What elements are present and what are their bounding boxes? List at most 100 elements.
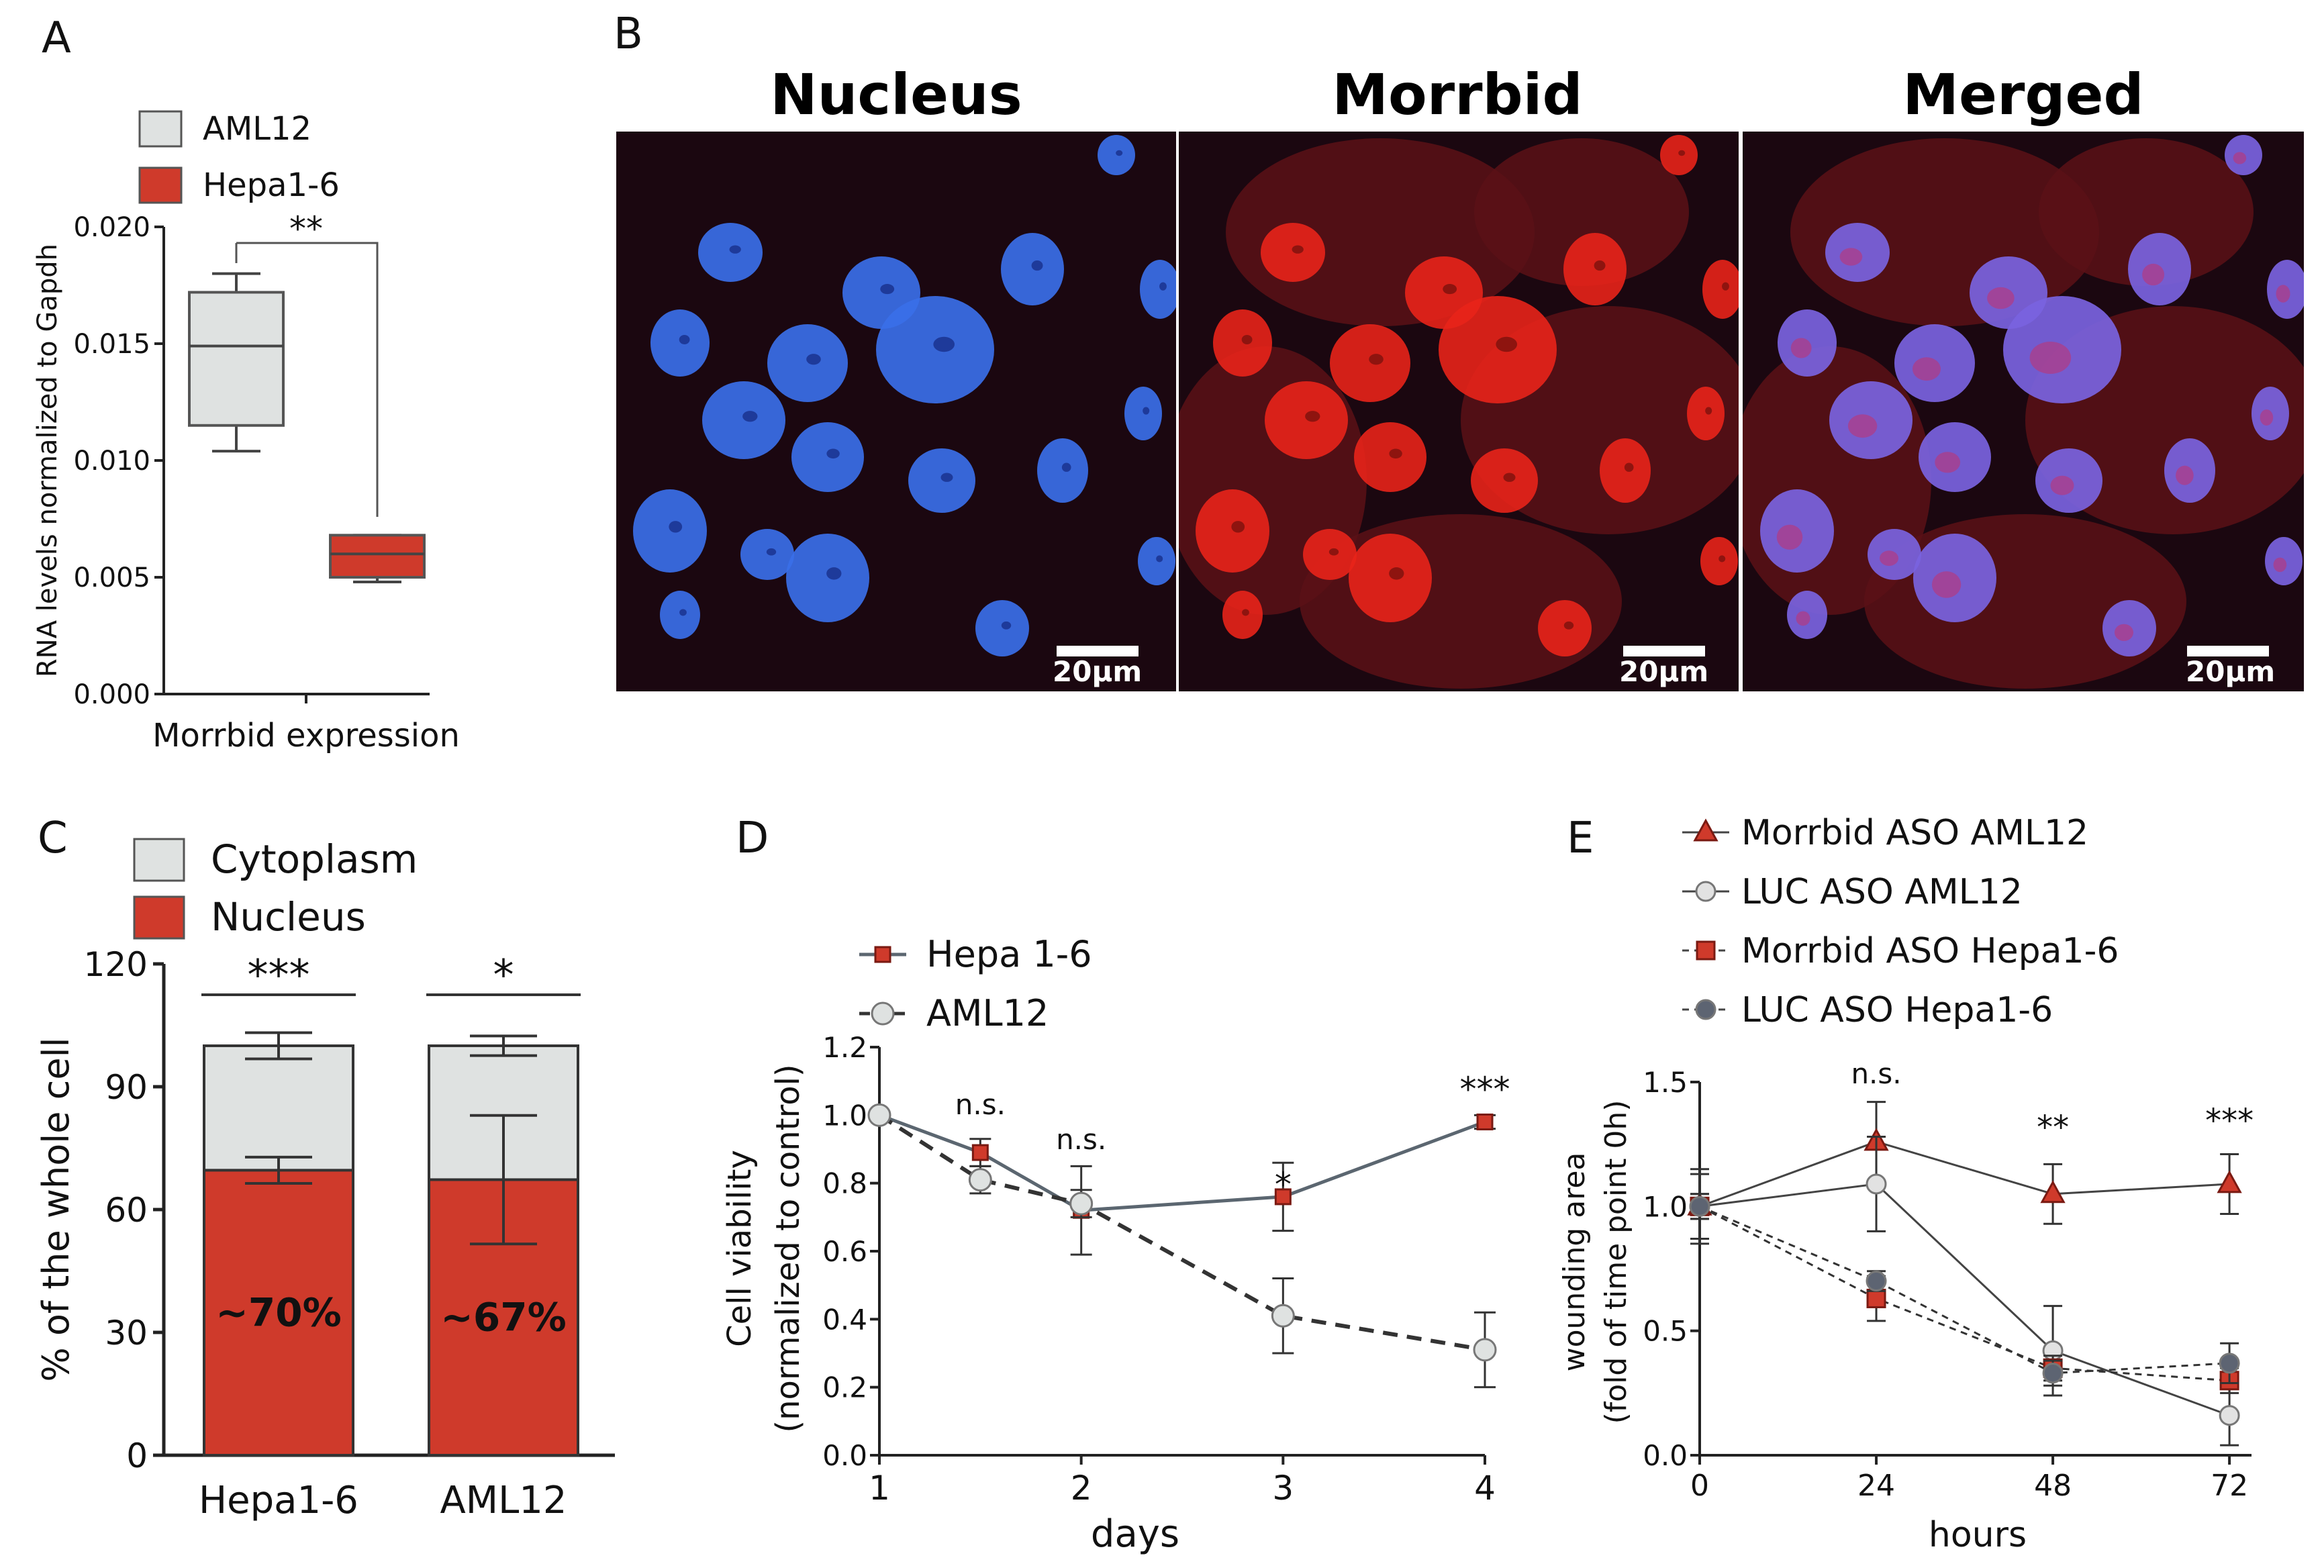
panel-d-x-tick-label: 2 [1071,1469,1092,1508]
panel-d-point [1476,1113,1494,1130]
panel-e-legend-label: LUC ASO AML12 [1741,872,2023,912]
nucleolus [933,336,955,352]
panel-a-significance: ** [289,209,323,248]
panel-e-annotation: n.s. [1851,1057,1901,1090]
nucleolus [826,567,842,580]
nucleolus [1159,282,1167,291]
panel-e-y-axis-label-2: (fold of time point 0h) [1599,1100,1633,1424]
morrbid-cell [1702,260,1739,319]
nucleus-cell [702,381,785,459]
nucleus-cell [660,591,700,639]
morrbid-nucleolus [1389,567,1404,580]
nucleolus [826,448,840,459]
nucleolus [880,284,895,295]
scale-bar-morrbid [1623,646,1705,656]
panel-d-series-line [879,1113,1486,1212]
panel-letter-a: A [42,13,71,63]
nucleolus [679,335,690,344]
panel-d-legend-label: AML12 [926,992,1049,1034]
panel-e-point [1866,1288,1886,1308]
morrbid-cell [1439,296,1557,403]
nucleolus [806,354,821,365]
nucleus-cell [786,534,869,622]
nucleolus [1031,260,1043,271]
panel-d-y-axis-label-2: (normalized to control) [769,1064,807,1432]
panel-letter-c: C [38,814,68,863]
morrbid-nucleolus [1722,282,1729,291]
scale-bar-nucleus [1057,646,1139,656]
morrbid-nucleolus [1231,521,1245,533]
panel-c-bar-label: ~67% [440,1295,566,1340]
panel-d-point [1069,1191,1094,1216]
nucleolus [1061,462,1071,472]
nucleus-cell [1138,537,1175,585]
nucleus-cell [1124,387,1162,440]
panel-a-y-tick-label: 0.020 [73,212,150,243]
morrbid-cell [1213,309,1272,377]
morrbid-nucleolus [1503,473,1516,482]
panel-d-annotation: n.s. [955,1088,1006,1121]
merged-overlap [2276,285,2290,303]
nucleus-cell [1001,233,1064,305]
panel-e-series-line [1699,1205,2230,1375]
merged-overlap [1790,338,1812,358]
morrbid-cell [1330,324,1410,402]
merged-overlap [1931,571,1962,598]
panel-letter-e: E [1567,814,1594,863]
panel-a-y-tick-label: 0.000 [73,679,150,710]
nucleus-cell [650,309,710,377]
panel-d-annotation: * [1275,1165,1292,1204]
panel-d-y-tick-label: 0.4 [822,1303,867,1336]
nucleus-cell [1037,438,1088,503]
panel-a-y-tick-label: 0.010 [73,446,150,477]
panel-e-point [1689,1195,1710,1217]
nucleus-cell [975,600,1029,656]
panel-e-x-axis-label: hours [1929,1515,2027,1555]
micrograph-svg [1179,135,1739,689]
panel-e-legend-label: Morrbid ASO Hepa1-6 [1741,931,2119,971]
morrbid-cell [1687,387,1725,440]
panel-d-y-axis-label: Cell viability [721,1150,759,1347]
panel-d-point [1271,1304,1295,1328]
panel-c-bar-nucleus [203,1169,354,1457]
nucleolus [1143,407,1150,415]
morrbid-cell [1563,233,1627,305]
panel-c-legend-swatch [133,895,185,940]
merged-overlap [2050,475,2074,495]
panel-e-x-tick-label: 48 [2034,1469,2072,1503]
panel-e-legend-marker [1696,940,1716,961]
nucleus-cell [1140,260,1176,319]
morrbid-cell [1354,422,1426,492]
micro-title-merged: Merged [1902,62,2144,128]
panel-c-x-tick-label: Hepa1-6 [199,1479,358,1522]
panel-d-point [968,1168,992,1192]
panel-a-chart: 0.000 0.005 0.010 0.015 0.020 RNA levels norm… [32,110,460,754]
panel-e-point [2040,1180,2066,1204]
scale-label-morrbid: 20µm [1619,655,1709,688]
panel-d-chart: 0.0 0.2 0.4 0.6 0.8 1.0 1.2 1 2 3 4 days Cell viabil… [721,933,1510,1556]
panel-a-legend-swatch [138,110,183,148]
panel-d-x-tick-label: 3 [1272,1469,1294,1508]
panel-d-y-tick-label: 0.0 [822,1439,867,1472]
panel-c-bar-label: ~70% [215,1290,341,1336]
micro-title-morrbid: Morrbid [1332,62,1583,128]
morrbid-cell [1222,591,1263,639]
morrbid-nucleolus [1292,245,1304,254]
morrbid-nucleolus [1624,462,1634,472]
nucleus-cell [791,422,864,492]
nucleolus [766,548,777,556]
panel-e-point [2042,1363,2064,1384]
panel-e-annotation: *** [2205,1102,2254,1140]
panel-e-series-line [1699,1183,2230,1417]
merged-overlap [2260,409,2274,426]
merged-overlap [2115,624,2133,641]
panel-e-y-tick-label: 1.0 [1643,1190,1688,1223]
nucleus-cell [1098,135,1135,175]
morrbid-cell [1600,438,1651,503]
merged-overlap [1913,357,1941,381]
scale-label-merged: 20µm [2186,655,2276,688]
panel-a-y-tick-label: 0.015 [73,329,150,360]
panel-letter-d: D [736,814,769,863]
